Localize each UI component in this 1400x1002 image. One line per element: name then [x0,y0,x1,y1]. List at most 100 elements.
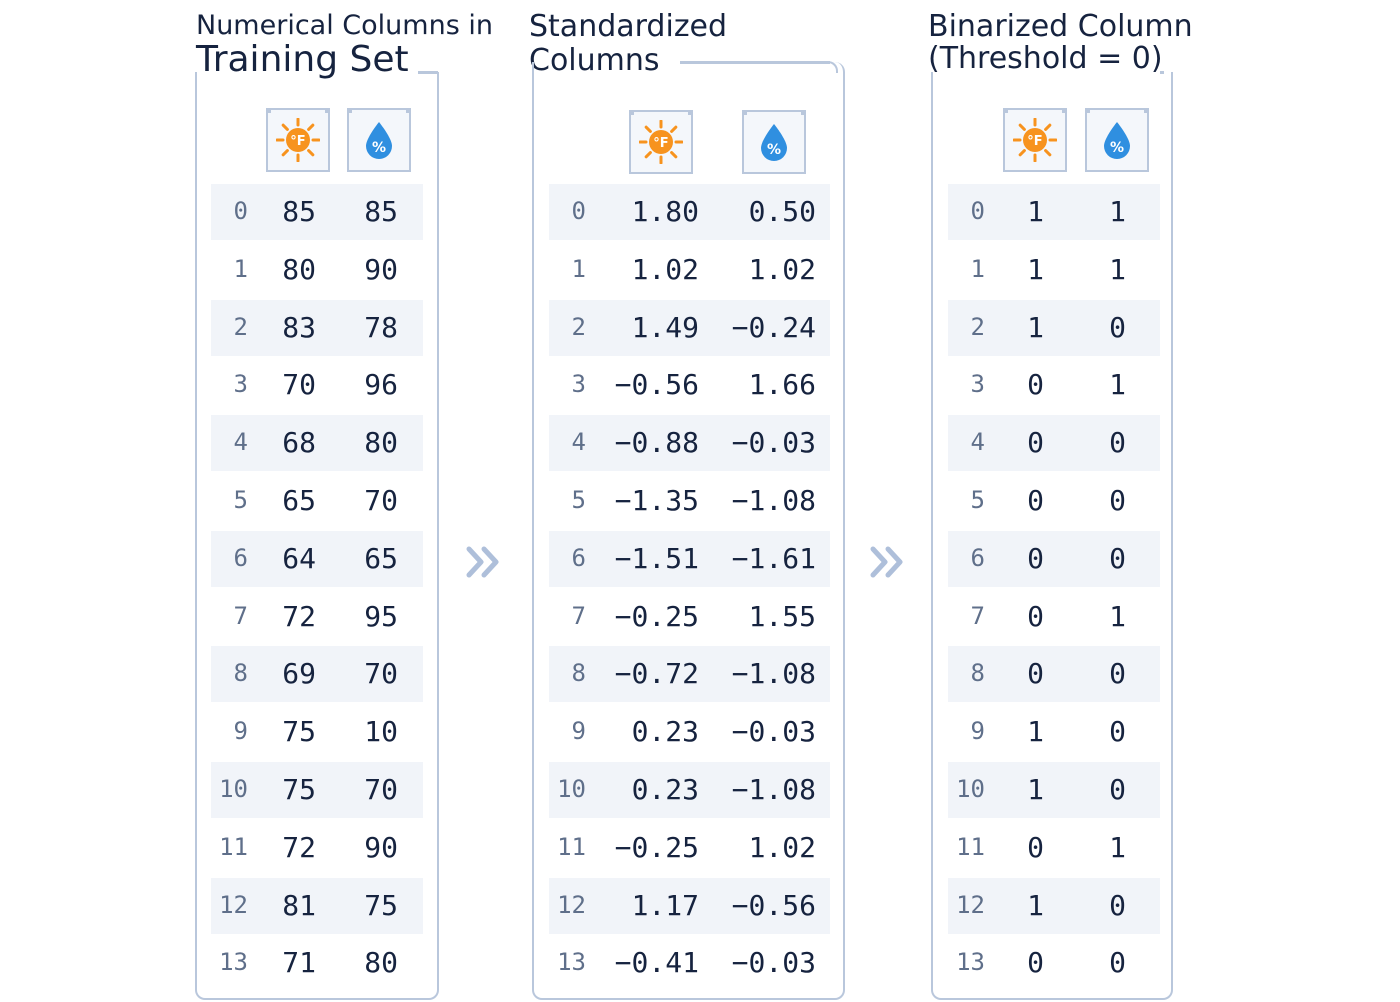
humidity-value: 10 [364,715,398,749]
humidity-value: 0 [1109,715,1126,749]
temperature-value: 0.23 [631,773,699,806]
humidity-value: 70 [364,657,398,691]
temperature-value: 64 [282,541,316,575]
row-index: 12 [557,890,586,919]
humidity-value: 78 [364,310,398,344]
temperature-value: −0.88 [614,426,699,460]
humidity-value: −0.03 [731,426,816,460]
temperature-value: 69 [282,657,316,691]
panel-2-frame-top [680,61,830,64]
chevron-double-right-icon [466,546,499,578]
temperature-value: 1 [1027,252,1044,286]
row-index: 6 [571,543,586,572]
table-row: 12 1 0 [948,877,1160,934]
humidity-value: 85 [364,195,398,228]
temperature-value: −1.35 [614,484,699,517]
temperature-value: −0.25 [614,599,699,633]
table-row: 13 −0.41 −0.03 [549,935,830,991]
humidity-value: 90 [364,252,398,286]
row-index: 5 [970,486,985,514]
table-row: 10 75 70 [211,762,423,818]
temperature-value: 1 [1027,888,1044,922]
table-row: 12 81 75 [211,877,423,934]
temperature-value: 1 [1027,715,1044,749]
humidity-value: 1.66 [748,368,816,402]
panel-3-frame-top [1160,71,1164,74]
table-row: 11 0 1 [948,820,1160,876]
sun-temperature-icon: °F [639,120,683,164]
table-row: 5 0 0 [948,473,1160,529]
humidity-value: 90 [364,830,398,864]
temperature-value: 1.80 [631,195,699,228]
humidity-value: 1 [1109,252,1126,286]
row-index: 13 [557,948,586,977]
temperature-value: 0.23 [631,715,699,749]
temperature-value: 80 [282,252,316,286]
row-index: 9 [233,717,248,746]
row-index: 6 [233,543,248,572]
table-row: 6 −1.51 −1.61 [549,530,830,587]
panel-3-humidity-header: % [1085,108,1149,172]
table-row: 12 1.17 −0.56 [549,877,830,934]
row-index: 7 [571,601,586,630]
panel-3-title-line-1: Binarized Column [928,9,1193,44]
temperature-value: 0 [1027,657,1044,691]
panel-1-frame-top [418,71,438,74]
temperature-value: −0.56 [614,368,699,402]
humidity-value: −0.56 [731,888,816,922]
table-row: 4 −0.88 −0.03 [549,415,830,472]
row-index: 13 [219,948,248,977]
temperature-value: 68 [282,426,316,460]
panel-2-frame [532,62,845,1000]
svg-text:%: % [767,142,781,158]
table-row: 0 85 85 [211,184,423,240]
row-index: 8 [571,659,586,688]
row-index: 8 [970,659,985,688]
sun-temperature-icon: °F [276,118,320,162]
table-row: 13 71 80 [211,935,423,991]
humidity-value: 0 [1109,310,1126,344]
sun-temperature-icon: °F [1013,118,1057,162]
row-index: 5 [233,486,248,514]
temperature-value: 70 [282,368,316,402]
panel-1-frame [195,72,439,1000]
humidity-value: 1 [1109,830,1126,864]
temperature-value: 0 [1027,426,1044,460]
water-drop-humidity-icon: % [761,124,787,161]
row-index: 11 [557,832,586,861]
humidity-value: 0 [1109,657,1126,691]
humidity-value: −0.24 [731,310,816,344]
panel-3-title-line-2: (Threshold = 0) [928,41,1163,76]
table-row: 6 64 65 [211,530,423,587]
panel-1-title-line-2: Training Set [196,39,409,80]
table-row: 2 83 78 [211,299,423,356]
humidity-value: 1.55 [748,599,816,633]
humidity-value: 65 [364,541,398,575]
row-index: 11 [956,832,985,861]
temperature-value: 0 [1027,484,1044,517]
row-index: 5 [571,486,586,514]
humidity-value: 80 [364,946,398,980]
humidity-value: 75 [364,888,398,922]
panel-1-title-line-1: Numerical Columns in [196,10,493,41]
row-index: 10 [956,775,985,803]
table-row: 7 72 95 [211,589,423,645]
row-index: 1 [233,254,248,283]
row-index: 2 [970,312,985,341]
temperature-value: 1.49 [631,310,699,344]
table-row: 9 75 10 [211,704,423,760]
humidity-value: 1 [1109,195,1126,228]
temperature-value: 1 [1027,195,1044,228]
table-row: 4 0 0 [948,415,1160,472]
svg-text:°F: °F [653,136,668,151]
table-row: 1 80 90 [211,242,423,298]
table-row: 10 1 0 [948,762,1160,818]
temperature-value: −0.41 [614,946,699,980]
humidity-value: −1.08 [731,773,816,806]
humidity-value: −1.08 [731,484,816,517]
row-index: 1 [970,254,985,283]
humidity-value: 1 [1109,368,1126,402]
panel-3-temperature-header: °F [1003,108,1067,172]
row-index: 7 [970,601,985,630]
table-row: 5 −1.35 −1.08 [549,473,830,529]
